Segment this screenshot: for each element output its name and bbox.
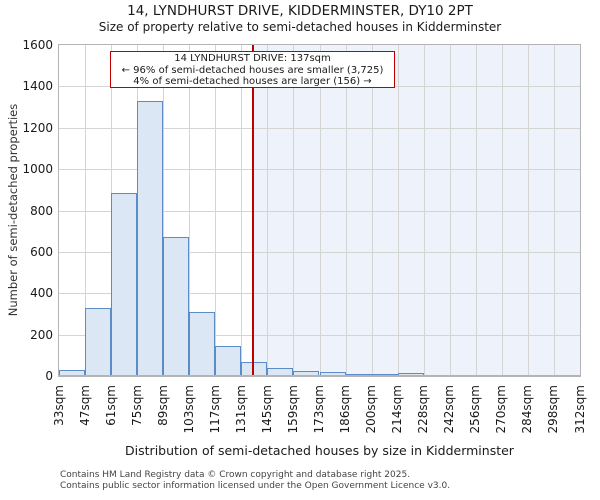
callout-line-3: 4% of semi-detached houses are larger (1… [133,76,372,87]
attribution-footer: Contains HM Land Registry data © Crown c… [60,470,450,491]
y-tick-label: 1400 [22,79,53,94]
histogram-bar [267,368,294,376]
plot-area: 14 LYNDHURST DRIVE: 137sqm ← 96% of semi… [58,44,581,377]
v-gridline [527,45,529,376]
y-tick-label: 1200 [22,120,53,135]
v-gridline [397,45,399,376]
v-gridline [449,45,451,376]
histogram-bar [319,372,346,376]
callout-line-2: ← 96% of semi-detached houses are smalle… [121,64,384,76]
histogram-bar [423,374,450,376]
property-callout-box: 14 LYNDHURST DRIVE: 137sqm ← 96% of semi… [110,51,395,88]
chart-title: 14, LYNDHURST DRIVE, KIDDERMINSTER, DY10… [127,3,473,19]
v-gridline [267,45,269,376]
histogram-bar [111,192,138,376]
v-gridline [475,45,477,376]
y-tick-label: 1000 [22,162,53,177]
histogram-bar [59,369,86,376]
x-axis-label: Distribution of semi-detached houses by … [125,443,514,458]
v-gridline [241,45,243,376]
histogram-bar [137,100,164,376]
v-gridline [553,45,555,376]
y-tick-label: 400 [30,286,53,301]
y-tick-label: 0 [45,369,53,383]
histogram-bar [293,371,320,376]
y-tick-label: 1600 [22,38,53,52]
v-gridline [371,45,373,376]
histogram-bar [449,374,476,376]
y-tick-label: 800 [30,203,53,218]
v-gridline [215,45,217,376]
y-tick-label: 600 [30,244,53,259]
property-size-marker-line [252,45,255,376]
chart-subtitle: Size of property relative to semi-detach… [98,20,502,34]
histogram-bar [215,346,242,376]
footer-line-1: Contains HM Land Registry data © Crown c… [60,470,411,480]
v-gridline [319,45,321,376]
histogram-bar [397,373,424,376]
v-gridline [501,45,503,376]
histogram-bar [163,237,190,376]
histogram-bar [371,374,398,376]
callout-line-1: 14 LYNDHURST DRIVE: 137sqm [174,53,331,64]
v-gridline [85,45,87,376]
v-gridline [293,45,295,376]
histogram-bar [189,311,216,376]
v-gridline [345,45,347,376]
histogram-bar [85,307,112,376]
v-gridline [189,45,191,376]
histogram-bar [345,373,372,376]
v-gridline [423,45,425,376]
v-gridline [163,45,165,376]
footer-line-2: Contains public sector information licen… [60,480,451,491]
y-tick-label: 200 [30,327,53,342]
